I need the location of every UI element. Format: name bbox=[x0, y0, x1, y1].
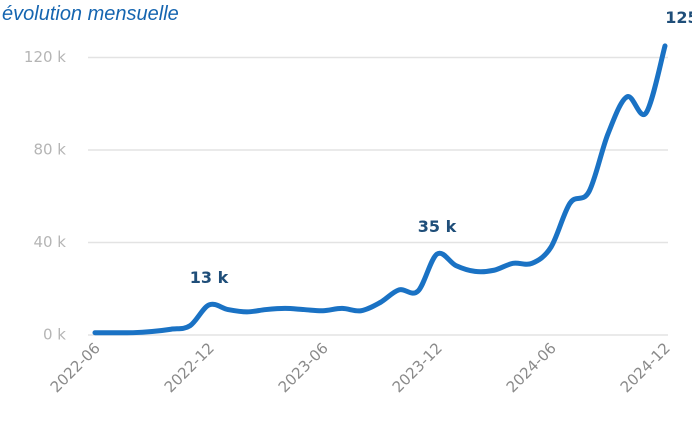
x-tick-label: 2023-12 bbox=[389, 339, 446, 396]
chart-title: évolution mensuelle bbox=[2, 3, 179, 25]
y-tick-label: 40 k bbox=[33, 233, 66, 251]
x-tick-label: 2024-12 bbox=[617, 339, 674, 396]
x-tick-label: 2023-06 bbox=[275, 339, 332, 396]
data-label: 35 k bbox=[418, 217, 457, 236]
y-tick-label: 0 k bbox=[43, 326, 66, 344]
x-tick-label: 2022-06 bbox=[47, 339, 104, 396]
y-tick-label: 120 k bbox=[24, 48, 66, 66]
x-tick-label: 2024-06 bbox=[503, 339, 560, 396]
line bbox=[92, 43, 668, 336]
x-tick-label: 2022-12 bbox=[161, 339, 218, 396]
data-label: 13 k bbox=[190, 268, 229, 287]
data-label: 125 k bbox=[665, 8, 692, 27]
y-tick-label: 80 k bbox=[33, 141, 66, 159]
